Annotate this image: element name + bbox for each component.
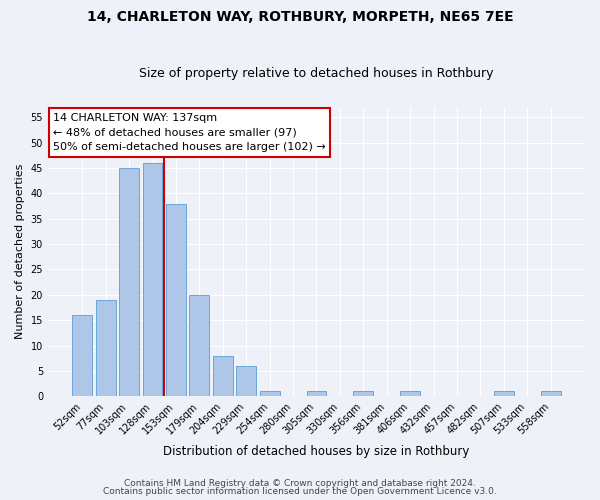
Bar	[213, 356, 233, 397]
Text: 14, CHARLETON WAY, ROTHBURY, MORPETH, NE65 7EE: 14, CHARLETON WAY, ROTHBURY, MORPETH, NE…	[86, 10, 514, 24]
Bar	[353, 392, 373, 396]
Bar	[541, 392, 560, 396]
X-axis label: Distribution of detached houses by size in Rothbury: Distribution of detached houses by size …	[163, 444, 470, 458]
Bar	[260, 392, 280, 396]
Bar	[236, 366, 256, 396]
Bar	[190, 295, 209, 396]
Text: 14 CHARLETON WAY: 137sqm
← 48% of detached houses are smaller (97)
50% of semi-d: 14 CHARLETON WAY: 137sqm ← 48% of detach…	[53, 113, 326, 152]
Bar	[119, 168, 139, 396]
Bar	[307, 392, 326, 396]
Title: Size of property relative to detached houses in Rothbury: Size of property relative to detached ho…	[139, 66, 494, 80]
Text: Contains HM Land Registry data © Crown copyright and database right 2024.: Contains HM Land Registry data © Crown c…	[124, 478, 476, 488]
Text: Contains public sector information licensed under the Open Government Licence v3: Contains public sector information licen…	[103, 487, 497, 496]
Bar	[494, 392, 514, 396]
Bar	[73, 315, 92, 396]
Bar	[96, 300, 116, 396]
Bar	[143, 163, 163, 396]
Bar	[166, 204, 186, 396]
Y-axis label: Number of detached properties: Number of detached properties	[15, 164, 25, 340]
Bar	[400, 392, 420, 396]
